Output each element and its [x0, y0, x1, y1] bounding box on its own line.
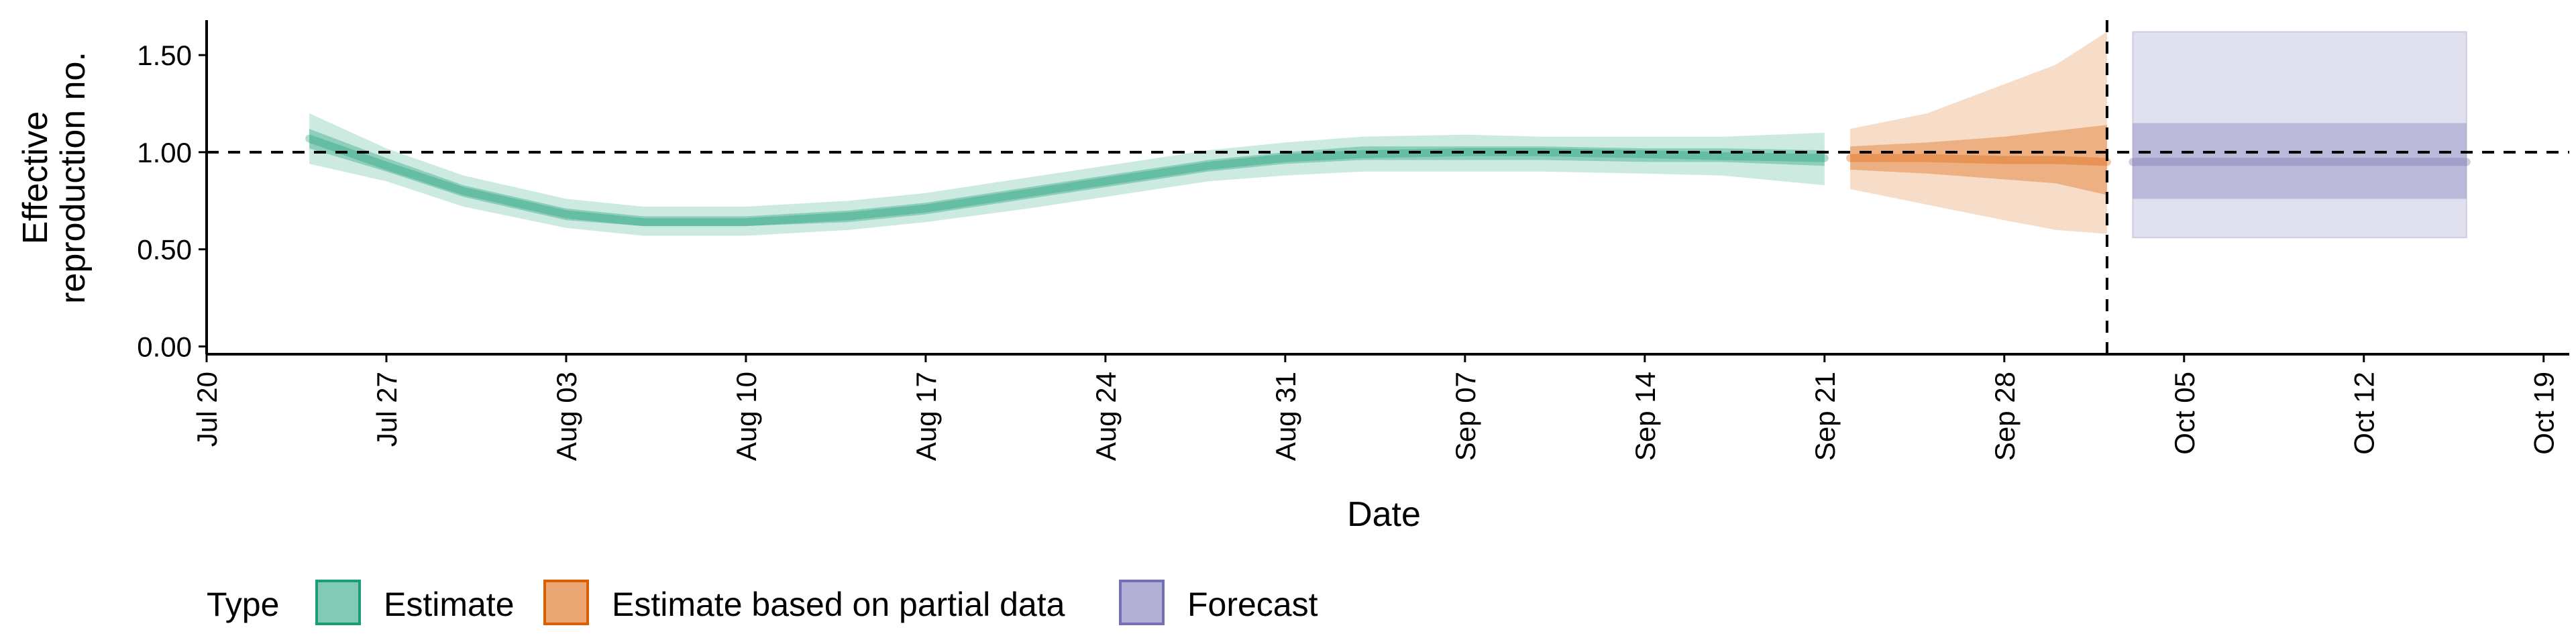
y-tick-label: 0.50 — [137, 234, 192, 266]
legend-key-swatch — [543, 580, 589, 625]
band-50-estimate-based-on-partial-data — [1850, 125, 2107, 195]
band-50-estimate — [309, 129, 1825, 226]
x-tick-label: Oct 19 — [2528, 372, 2560, 455]
band-90-estimate — [309, 113, 1825, 236]
plot-area — [207, 20, 2569, 354]
x-tick-label: Oct 12 — [2349, 372, 2380, 455]
x-axis-title: Date — [1347, 495, 1421, 534]
x-tick-label: Sep 14 — [1629, 372, 1661, 461]
axes: 0.00 0.50 1.00 1.50 Jul 20 Jul 27 Aug 03 Aug 10… — [137, 20, 2569, 461]
y-tick-label: 0.00 — [137, 331, 192, 362]
median-line-estimate-based-on-partial-data — [1846, 154, 2111, 166]
x-tick-label: Aug 10 — [731, 372, 762, 461]
y-tick-label: 1.50 — [137, 40, 192, 71]
x-tick-label: Sep 21 — [1809, 372, 1841, 461]
band-90-estimate-based-on-partial-data — [1850, 32, 2107, 234]
x-tick-label: Aug 17 — [910, 372, 942, 461]
x-tick-label: Jul 20 — [191, 372, 223, 447]
legend-key-swatch — [1119, 580, 1165, 625]
x-tick-label: Aug 03 — [551, 372, 582, 461]
x-tick-label: Aug 31 — [1270, 372, 1301, 461]
legend-title: Type — [207, 586, 279, 623]
x-tick-label: Oct 05 — [2169, 372, 2200, 455]
legend-entry-label: Estimate — [384, 586, 515, 623]
y-axis-title-line-1: Effective — [16, 111, 55, 244]
y-axis-title-line-2: reproduction no. — [54, 52, 93, 304]
legend: Type Estimate Estimate based on partial d… — [207, 580, 1318, 625]
band-90-forecast — [2132, 31, 2467, 239]
legend-key-swatch — [315, 580, 361, 625]
x-tick-label: Jul 27 — [371, 372, 402, 447]
x-tick-label: Aug 24 — [1090, 372, 1122, 461]
x-tick-label: Sep 07 — [1450, 372, 1481, 461]
x-tick-label: Sep 28 — [1989, 372, 2021, 461]
legend-entry-label: Estimate based on partial data — [612, 586, 1065, 623]
y-tick-label: 1.00 — [137, 137, 192, 168]
legend-entry-label: Forecast — [1187, 586, 1318, 623]
band-50-forecast — [2133, 123, 2467, 199]
